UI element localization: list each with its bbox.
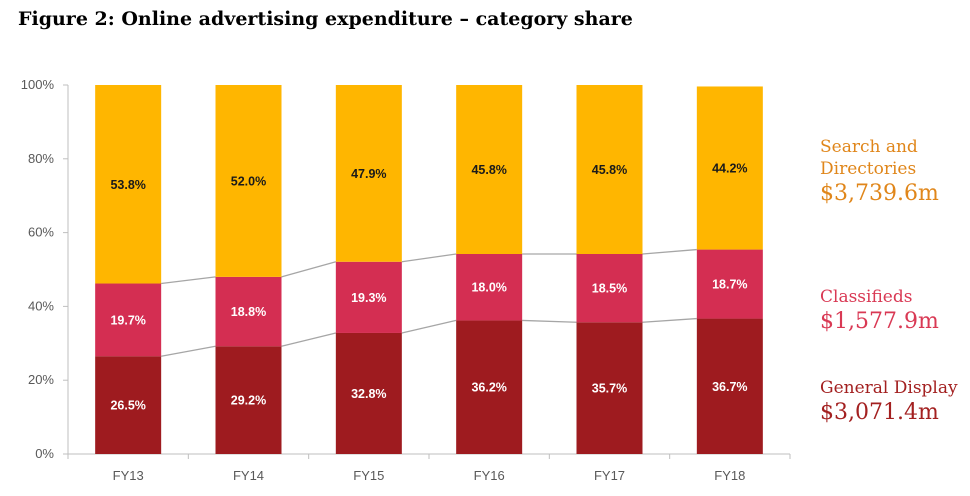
x-category-label: FY18 (714, 468, 745, 483)
connector-lines (161, 248, 697, 357)
bar-segment (576, 254, 643, 323)
bar-segment (95, 356, 162, 454)
series-connector-line (642, 317, 697, 323)
bar-segment (335, 85, 402, 262)
bar-segment (696, 249, 763, 319)
chart-title: Figure 2: Online advertising expenditure… (18, 8, 633, 30)
bar-segment (95, 283, 162, 357)
x-category-label: FY16 (474, 468, 505, 483)
data-label: 18.7% (712, 278, 747, 292)
bar-segment (576, 85, 643, 255)
data-label: 19.7% (110, 313, 145, 327)
legend-classifieds-name: Classifieds (820, 287, 913, 307)
data-label: 35.7% (592, 382, 627, 396)
bars (95, 85, 763, 454)
data-label: 18.0% (471, 281, 506, 295)
series-connector-line (522, 319, 577, 323)
x-category-label: FY13 (113, 468, 144, 483)
series-connector-line (401, 253, 457, 263)
x-category-label: FY14 (233, 468, 264, 483)
data-label: 36.7% (712, 380, 747, 394)
legend-search-and-directories: Search and Directories $3,739.6m (820, 136, 939, 208)
data-labels: 26.5% 29.2% 32.8% 36.2% 35.7% 36.7% 19.7% 18.8%… (110, 162, 747, 413)
series-connector-line (401, 319, 457, 334)
data-label: 26.5% (110, 399, 145, 413)
data-label: 53.8% (110, 178, 145, 192)
data-label: 18.5% (592, 282, 627, 296)
bar-segment (335, 332, 402, 454)
legend-general-display-name: General Display (820, 378, 958, 398)
y-tick-label: 80% (28, 151, 54, 166)
series-connector-line (281, 261, 337, 278)
series-connector-line (281, 332, 336, 347)
bar-segment (696, 318, 763, 454)
y-tick-label: 0% (35, 446, 54, 461)
x-category-label: FY15 (353, 468, 384, 483)
legend-classifieds-amount: $1,577.9m (820, 309, 939, 334)
data-label: 47.9% (351, 167, 386, 181)
bar-segment (215, 276, 282, 347)
bar-segment (576, 322, 643, 454)
y-tick-label: 40% (28, 298, 54, 313)
data-label: 32.8% (351, 387, 386, 401)
bar-segment (456, 85, 523, 255)
legend-general-display: General Display $3,071.4m (820, 377, 958, 427)
series-connector-line (161, 345, 216, 357)
data-label: 36.2% (471, 381, 506, 395)
data-label: 19.3% (351, 291, 386, 305)
bar-segment (696, 86, 763, 250)
data-label: 44.2% (712, 162, 747, 176)
legend-search-amount: $3,739.6m (820, 181, 939, 206)
series-connector-line (642, 248, 697, 255)
legend-classifieds: Classifieds $1,577.9m (820, 286, 939, 336)
bar-segment (95, 85, 162, 284)
data-label: 18.8% (231, 305, 266, 319)
y-tick-label: 60% (28, 225, 54, 240)
data-label: 45.8% (471, 163, 506, 177)
data-label: 29.2% (231, 394, 266, 408)
data-label: 45.8% (592, 163, 627, 177)
y-tick-label: 20% (28, 372, 54, 387)
data-label: 52.0% (231, 174, 266, 188)
axes: 0% 20% 40% 60% 80% 100% FY13 FY14 FY15 FY16 FY17 FY… (21, 77, 791, 483)
bar-segment (335, 261, 402, 333)
bar-segment (456, 254, 523, 321)
legend-general-display-amount: $3,071.4m (820, 400, 939, 425)
series-connector-line (161, 276, 216, 285)
bar-segment (215, 346, 282, 454)
x-category-label: FY17 (594, 468, 625, 483)
legend-search-name: Search and Directories (820, 137, 918, 179)
bar-segment (456, 320, 523, 454)
bar-segment (215, 85, 282, 277)
y-tick-label: 100% (21, 77, 55, 92)
